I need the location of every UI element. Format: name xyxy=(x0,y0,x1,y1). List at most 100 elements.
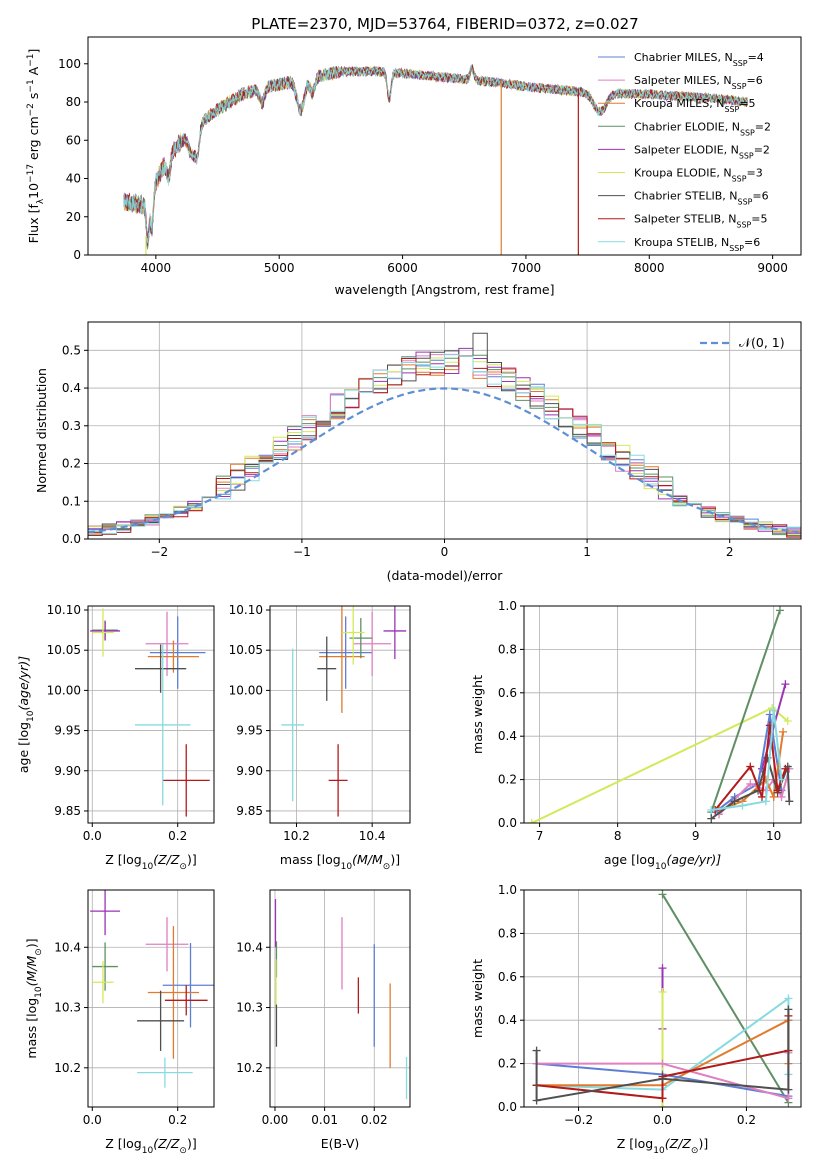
weight-marker xyxy=(773,786,782,795)
x-tick-label: −0.2 xyxy=(564,1113,593,1127)
y-axis-label-part: −17 xyxy=(26,164,36,183)
x-axis-label-part: )] xyxy=(187,852,197,867)
legend-entry: Kroupa ELODIE, NSSP=3 xyxy=(634,167,763,184)
weight-marker xyxy=(707,814,716,823)
weight-marker xyxy=(769,706,778,715)
plot-area xyxy=(90,890,214,1088)
y-tick-label: 0.0 xyxy=(62,532,81,546)
x-axis-label-part: (Z/Z xyxy=(665,1136,692,1151)
y-tick-label: 0.6 xyxy=(498,686,517,700)
x-axis-label-part: )] xyxy=(698,1136,708,1151)
weight-marker xyxy=(769,792,778,801)
y-tick-label: 0.0 xyxy=(498,816,517,830)
y-axis-label-part: )] xyxy=(24,938,39,948)
y-axis-label: mass weight xyxy=(470,675,485,754)
plot-area xyxy=(527,606,794,823)
x-axis-label-part: (M/M xyxy=(352,852,383,867)
y-tick-label: 10.00 xyxy=(229,683,263,697)
x-axis-label-part: Z [log xyxy=(617,1136,653,1151)
y-tick-label: 0.2 xyxy=(498,1057,517,1071)
legend-entry: Salpeter STELIB, NSSP=5 xyxy=(634,213,767,230)
y-axis-label-part: (M/M xyxy=(24,956,39,987)
y-tick-label: 0.4 xyxy=(498,729,517,743)
y-tick-label: 0.4 xyxy=(62,381,81,395)
errorbar-point xyxy=(92,961,114,1004)
weight-marker xyxy=(532,1046,541,1055)
errorbar-point xyxy=(147,926,200,1059)
legend-entry: Chabrier STELIB, NSSP=6 xyxy=(634,190,769,207)
axes-frame xyxy=(269,889,411,1108)
errorbar-point xyxy=(319,606,365,713)
weight-line xyxy=(531,706,789,823)
axes-frame xyxy=(87,889,215,1108)
weight-marker xyxy=(777,775,786,784)
y-axis-label-part: 10 xyxy=(26,710,36,722)
plot-area xyxy=(281,606,407,817)
legend-name: Kroupa MILES, N xyxy=(634,97,724,110)
weight-marker xyxy=(746,779,755,788)
massweight-vs-metallicity-panel: −0.2 0.0 0.2 0.0 0.2 0.4 0.6 0.8 1.0 Z [log10(Z/Z… xyxy=(470,883,802,1156)
errorbar-point xyxy=(353,611,392,676)
x-axis-label-part: ⊙ xyxy=(179,1146,187,1156)
age-vs-mass-panel: 10.2 10.4 9.85 9.90 9.95 10.00 10.05 10.10 mass … xyxy=(229,603,411,872)
y-tick-label: 0.2 xyxy=(62,457,81,471)
axes-frame xyxy=(523,605,802,824)
y-axis-label: age [log10(age/yr)] xyxy=(16,656,36,773)
x-tick-label: 1 xyxy=(583,545,591,559)
y-tick-label: 10.05 xyxy=(47,643,81,657)
legend-entry-part: (0, 1) xyxy=(751,335,785,350)
weight-marker xyxy=(757,792,766,801)
weight-line xyxy=(710,609,781,813)
y-axis-label-part: ⊙ xyxy=(34,948,44,956)
weight-marker xyxy=(658,1094,667,1103)
legend-name: Chabrier ELODIE, N xyxy=(634,120,740,133)
x-axis-label-part: ⊙ xyxy=(691,1146,699,1156)
weight-marker xyxy=(658,1074,667,1083)
x-axis-label-part: ⊙ xyxy=(383,862,391,872)
x-axis-label: age [log10(age/yr)] xyxy=(604,852,721,872)
x-tick-label: 8000 xyxy=(634,261,665,275)
axes-frame xyxy=(269,605,411,824)
spectrum-line xyxy=(123,64,749,244)
x-tick-label: 5000 xyxy=(264,261,295,275)
weight-marker xyxy=(738,801,747,810)
x-tick-label: 0.0 xyxy=(83,1113,102,1127)
weight-line xyxy=(718,768,791,816)
legend-entry: Kroupa STELIB, NSSP=6 xyxy=(634,236,760,253)
y-axis-label-part: Flux [f xyxy=(26,204,41,244)
y-tick-label: 10.2 xyxy=(236,1061,263,1075)
y-tick-label: 10.00 xyxy=(47,683,81,697)
errorbar-point xyxy=(137,990,185,1051)
errorbar-point xyxy=(149,616,206,689)
x-axis-label: E(B-V) xyxy=(321,1136,360,1151)
x-axis-label-part: Z [log xyxy=(105,852,141,867)
weight-marker xyxy=(781,764,790,773)
legend-count: 5 xyxy=(760,213,767,226)
plot-area xyxy=(90,608,210,817)
axes-frame xyxy=(87,36,802,256)
y-tick-label: 10.05 xyxy=(229,643,263,657)
weight-line xyxy=(714,725,787,811)
x-axis-label-part: (Z/Z xyxy=(153,852,180,867)
legend-entry: Chabrier ELODIE, NSSP=2 xyxy=(634,120,771,137)
y-axis-label: mass weight xyxy=(470,959,485,1038)
legend-count: 2 xyxy=(764,120,771,133)
x-tick-label: 6000 xyxy=(387,261,418,275)
weight-marker xyxy=(746,762,755,771)
errorbar-point xyxy=(90,621,121,641)
x-tick-label: 4000 xyxy=(141,261,172,275)
legend-name: Chabrier STELIB, N xyxy=(634,190,738,203)
y-axis-label-part: A xyxy=(26,66,41,79)
y-axis-label: Flux [fλ10−17 erg cm−2 s−1 A−1] xyxy=(26,49,46,244)
legend-sub: SSP xyxy=(729,243,744,252)
y-tick-label: 9.95 xyxy=(54,724,81,738)
legend-eq: = xyxy=(754,143,763,156)
legend-eq: = xyxy=(739,97,748,110)
legend-name: Kroupa STELIB, N xyxy=(634,236,729,249)
y-axis-label-part: −1 xyxy=(26,54,36,67)
weight-marker xyxy=(658,890,667,899)
y-tick-label: 1.0 xyxy=(498,599,517,613)
errorbar-point xyxy=(92,942,118,991)
